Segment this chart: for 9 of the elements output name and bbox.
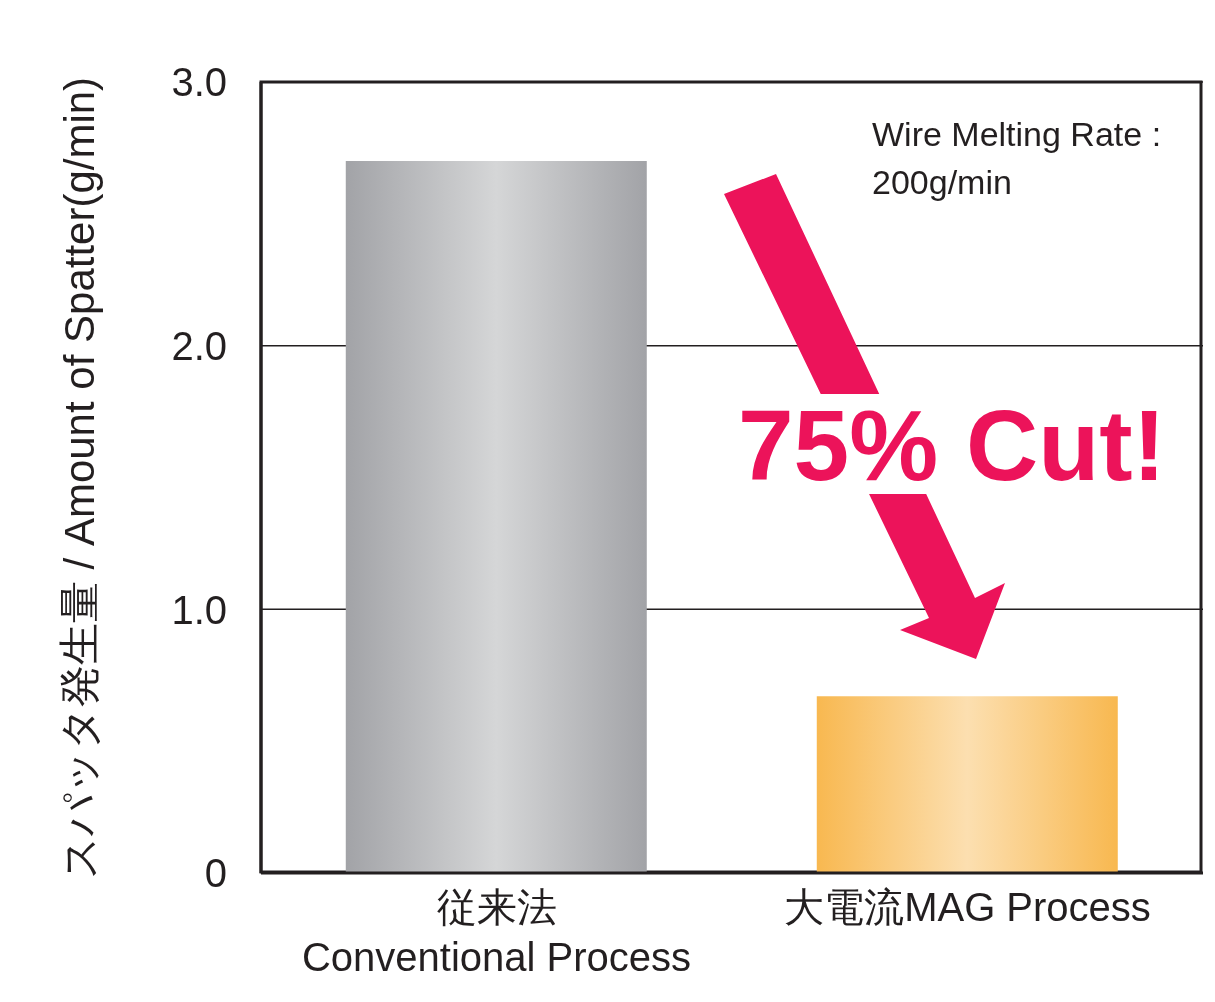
y-tick-label: 3.0 [171, 60, 227, 105]
x-tick-label: 従来法 Conventional Process [301, 885, 692, 979]
y-axis-title: スパッタ発生量 / Amount of Spatter(g/min) [56, 76, 103, 880]
annotation: 75% Cut! [738, 389, 1166, 501]
y-tick-label: 2.0 [171, 323, 227, 368]
annotation: Wire Melting Rate : 200g/min [872, 115, 1162, 201]
y-tick-label: 1.0 [171, 587, 227, 632]
y-tick-label: 0 [204, 851, 227, 896]
x-tick-label: 大電流MAG Process [784, 885, 1151, 929]
